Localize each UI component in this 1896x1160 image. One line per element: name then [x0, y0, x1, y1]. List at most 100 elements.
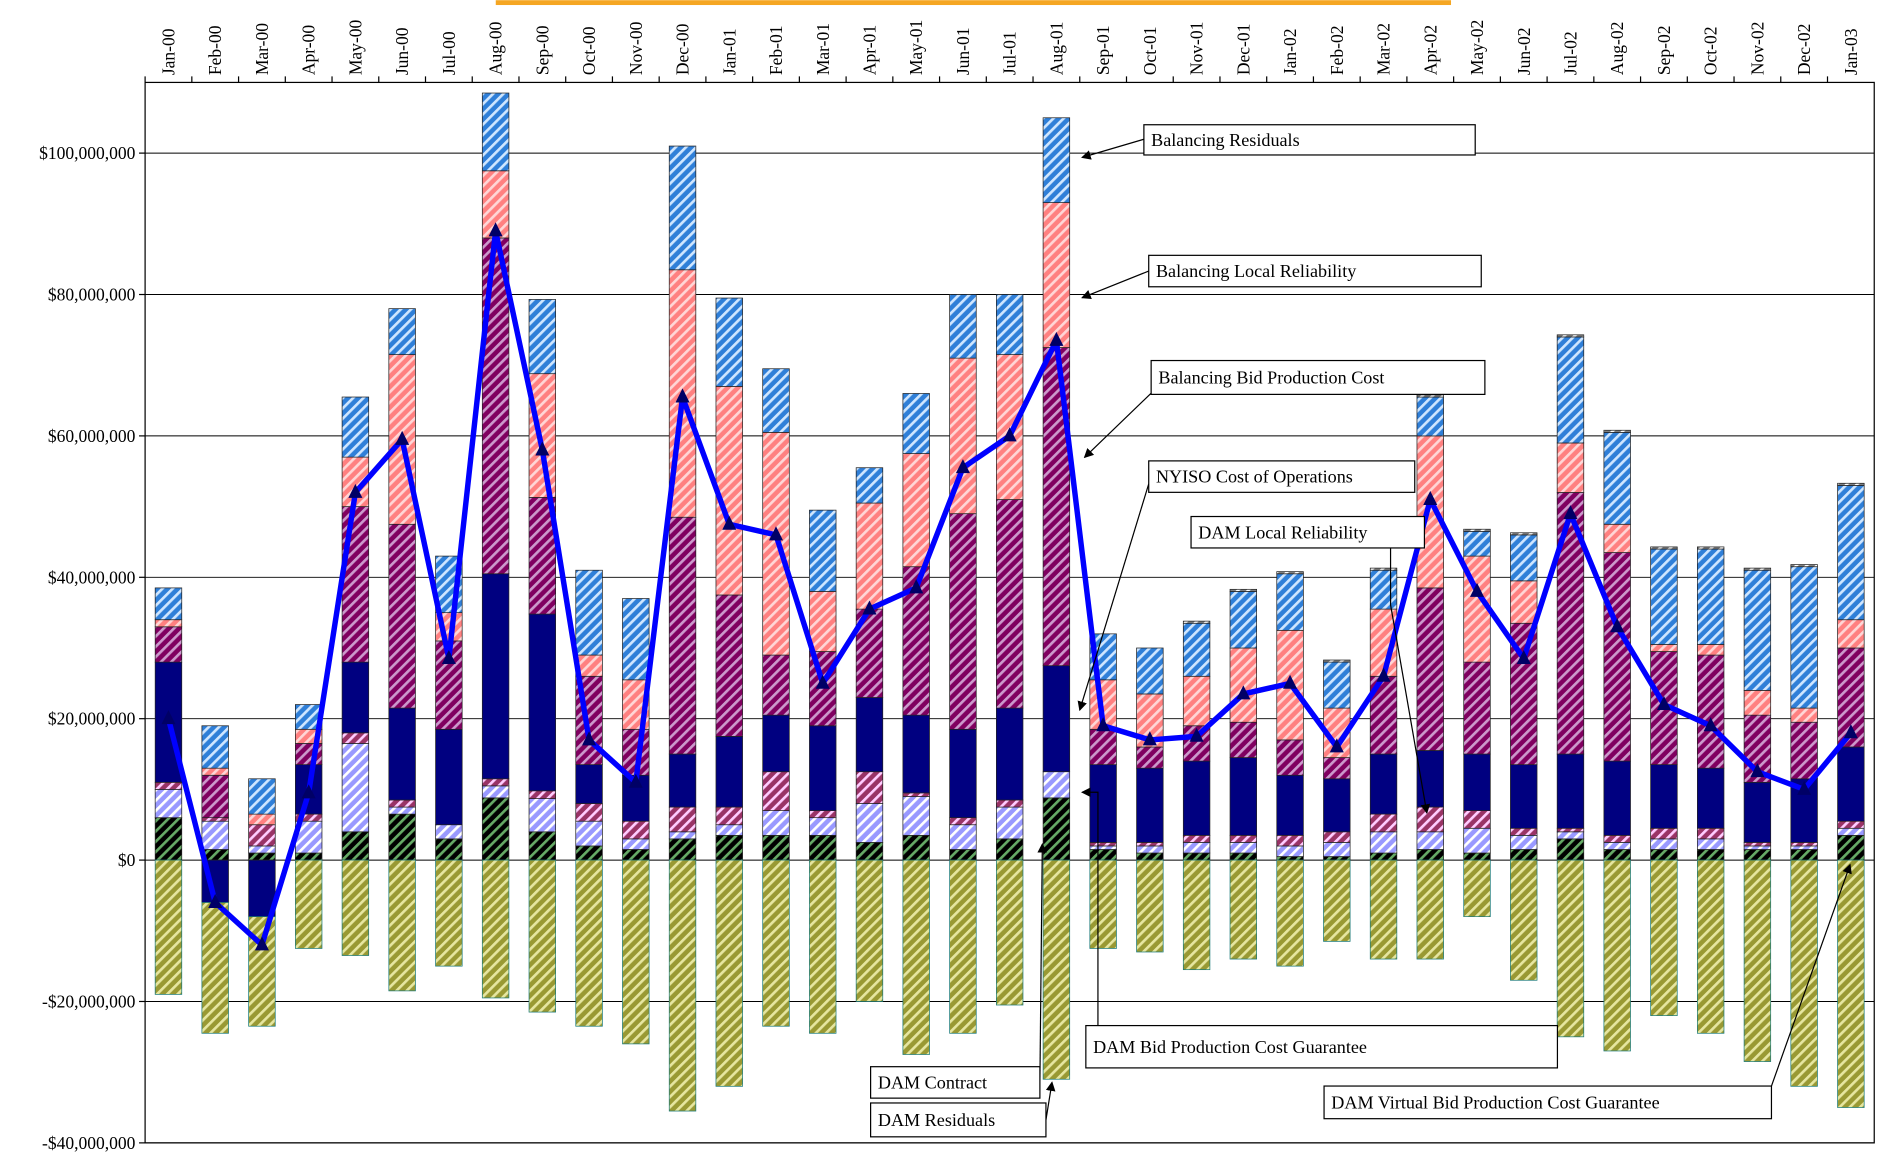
bar-segment [341, 831, 370, 861]
callout-box [1150, 359, 1486, 395]
bar-segment [1463, 810, 1491, 829]
line-marker [955, 459, 970, 474]
bar-segment [575, 764, 603, 804]
bar-segment [201, 774, 229, 819]
bar-segment [1182, 852, 1211, 861]
x-tick-label: Jul-02 [1561, 31, 1581, 75]
bar-segment [1229, 859, 1257, 960]
x-tick-label: Oct-02 [1701, 27, 1721, 76]
bar-segment [1837, 482, 1865, 486]
bar-segment [949, 859, 977, 1034]
bar-segment [1182, 760, 1211, 836]
bar-segment [762, 654, 790, 716]
callout-box [1148, 254, 1482, 288]
x-tick-label: Jan-02 [1280, 28, 1300, 75]
bar-segment [1416, 394, 1444, 398]
bar-segment [809, 834, 837, 861]
bar-segment [1743, 845, 1772, 850]
line-marker [1283, 674, 1298, 689]
bar-segment [715, 834, 743, 861]
bar-segment [1089, 845, 1117, 850]
bar-segment [575, 845, 603, 861]
bar-segment [1603, 859, 1631, 1052]
bar-segment [715, 824, 743, 836]
bar-segment [154, 587, 183, 621]
callout-leader [1081, 787, 1099, 1026]
x-tick-label: Dec-02 [1794, 24, 1814, 76]
x-tick-label: Sep-00 [532, 25, 552, 75]
y-tick-label: $20,000,000 [48, 709, 136, 729]
line-marker [161, 710, 176, 725]
bar-segment [1603, 552, 1631, 762]
bar-segment [1089, 764, 1117, 843]
x-tick-label: Oct-01 [1140, 27, 1160, 76]
x-tick-label: Sep-01 [1093, 26, 1113, 76]
bar-segment [715, 806, 743, 826]
bar-segment [1650, 849, 1678, 861]
bar-segment [528, 373, 556, 498]
bar-segment [1743, 859, 1772, 1062]
bar-segment [1650, 644, 1678, 652]
bar-segment [902, 714, 930, 794]
bar-segment [855, 803, 884, 843]
bar-segment [1323, 659, 1351, 663]
bar-segment [1697, 546, 1725, 550]
bar-segment [1510, 834, 1538, 850]
bar-segment [1276, 856, 1304, 861]
bar-segment [1276, 845, 1304, 857]
line-marker [441, 649, 456, 665]
bar-segment [248, 778, 276, 815]
bar-segment [1697, 838, 1725, 850]
x-tick-label: Jul-00 [439, 31, 459, 75]
bar-segment [435, 824, 463, 840]
bar-segment [1323, 661, 1351, 709]
line-marker [208, 893, 223, 908]
bar-segment [201, 820, 229, 850]
bar-segment [1229, 834, 1257, 843]
bar-segment [1229, 721, 1257, 758]
bar-segment [1603, 523, 1631, 553]
bar-segment [1416, 587, 1444, 751]
bar-segment [1369, 569, 1398, 610]
bar-segment [996, 354, 1024, 500]
bar-segment [575, 803, 603, 822]
bar-segment [248, 824, 276, 847]
callout-leader [1083, 392, 1152, 459]
bar-segment [1136, 852, 1164, 861]
line-marker [1142, 731, 1157, 746]
bar-segment [1510, 534, 1538, 582]
bar-segment [1650, 548, 1678, 645]
line-marker [815, 674, 830, 689]
bar-segment [1650, 838, 1678, 850]
bar-segment [809, 817, 837, 836]
x-tick-label: Jun-02 [1514, 27, 1534, 75]
bar-segment [1697, 644, 1725, 656]
bar-segment [949, 817, 977, 826]
callout-label: Balancing Residuals [1151, 130, 1300, 150]
x-tick-label: Dec-00 [673, 23, 693, 75]
bar-segment [388, 859, 416, 992]
bar-segment [1603, 760, 1631, 836]
bar-segment [481, 778, 510, 787]
bar-segment [1369, 567, 1398, 571]
line-marker [488, 222, 503, 237]
callout-box [1085, 1024, 1559, 1069]
bar-segment [388, 308, 416, 355]
bar-segment [1276, 573, 1304, 631]
bar-segment [668, 145, 697, 271]
x-tick-label: Jan-00 [159, 28, 179, 75]
bar-segment [1743, 690, 1772, 716]
bar-segment [1603, 834, 1631, 843]
bar-segment [201, 902, 229, 1034]
bar-segment [1089, 859, 1117, 949]
bar-segment [1837, 619, 1865, 649]
bar-segment [481, 237, 510, 575]
bar-segment [1743, 569, 1772, 691]
bar-segment [528, 613, 556, 792]
bar-segment [1837, 834, 1865, 861]
x-tick-label: Jul-01 [1000, 31, 1020, 75]
bar-segment [1369, 852, 1398, 861]
bar-segment [715, 386, 743, 596]
callout-label: DAM Bid Production Cost Guarantee [1093, 1037, 1367, 1057]
bar-segment [1229, 588, 1257, 592]
